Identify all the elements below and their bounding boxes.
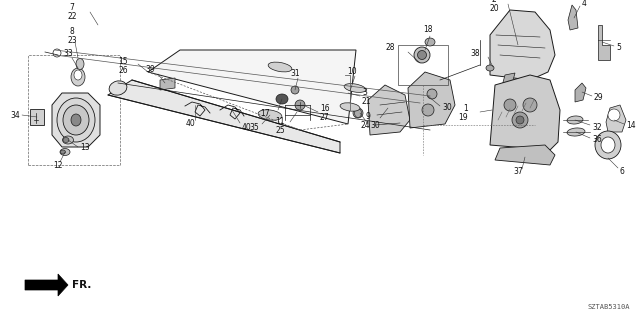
Text: 38: 38: [470, 50, 480, 59]
Polygon shape: [25, 274, 68, 296]
Polygon shape: [160, 78, 175, 90]
Text: 34: 34: [10, 110, 20, 119]
Text: 18: 18: [423, 26, 433, 35]
Text: 36: 36: [592, 135, 602, 145]
Ellipse shape: [340, 103, 360, 111]
Polygon shape: [25, 278, 60, 292]
Text: 9
24: 9 24: [360, 112, 370, 130]
Text: 6: 6: [620, 166, 625, 175]
Text: 28: 28: [385, 44, 395, 52]
Text: 11
25: 11 25: [275, 117, 285, 135]
FancyBboxPatch shape: [30, 109, 44, 125]
Ellipse shape: [595, 131, 621, 159]
Text: 3
21: 3 21: [362, 88, 371, 106]
Polygon shape: [408, 72, 455, 128]
Text: 29: 29: [594, 93, 604, 102]
Polygon shape: [606, 105, 626, 132]
Circle shape: [523, 98, 537, 112]
Text: 37: 37: [513, 167, 523, 177]
Text: 40: 40: [242, 123, 252, 132]
Text: 13: 13: [80, 143, 90, 153]
Ellipse shape: [71, 68, 85, 86]
Text: 8
23: 8 23: [67, 27, 77, 45]
Text: 31: 31: [290, 69, 300, 78]
Ellipse shape: [71, 114, 81, 126]
Text: 4: 4: [582, 0, 587, 7]
Text: 14: 14: [626, 122, 636, 131]
Text: 30: 30: [442, 103, 452, 113]
Text: 33: 33: [63, 49, 73, 58]
Text: 2
20: 2 20: [489, 0, 499, 13]
Bar: [398, 45, 448, 85]
Ellipse shape: [601, 137, 615, 153]
Polygon shape: [490, 10, 555, 80]
Text: FR.: FR.: [72, 280, 92, 290]
Circle shape: [512, 112, 528, 128]
Text: 1
19: 1 19: [458, 104, 468, 122]
Ellipse shape: [76, 59, 84, 69]
Bar: [28, 55, 120, 165]
Circle shape: [422, 104, 434, 116]
Ellipse shape: [63, 136, 74, 144]
Ellipse shape: [268, 62, 292, 72]
Polygon shape: [495, 145, 555, 165]
Ellipse shape: [417, 51, 426, 60]
Ellipse shape: [425, 38, 435, 46]
Text: 30: 30: [370, 122, 380, 131]
Polygon shape: [52, 93, 100, 147]
Circle shape: [295, 100, 305, 110]
Circle shape: [291, 86, 299, 94]
Ellipse shape: [63, 138, 69, 142]
Circle shape: [53, 49, 61, 57]
Text: SZTAB5310A: SZTAB5310A: [588, 304, 630, 310]
Ellipse shape: [258, 110, 282, 120]
Ellipse shape: [486, 65, 494, 71]
Polygon shape: [108, 80, 340, 153]
Ellipse shape: [74, 70, 82, 80]
Circle shape: [504, 99, 516, 111]
Ellipse shape: [109, 81, 127, 95]
Ellipse shape: [344, 84, 366, 92]
Ellipse shape: [276, 94, 288, 104]
Text: 35: 35: [249, 123, 259, 132]
Polygon shape: [490, 75, 560, 150]
Polygon shape: [598, 25, 610, 60]
Text: 12: 12: [53, 161, 63, 170]
Ellipse shape: [61, 150, 65, 154]
Text: 40: 40: [186, 119, 196, 129]
Text: 7
22: 7 22: [67, 3, 77, 21]
Circle shape: [427, 89, 437, 99]
Ellipse shape: [414, 47, 430, 63]
Polygon shape: [502, 73, 515, 86]
Polygon shape: [575, 83, 586, 102]
Text: 10: 10: [347, 68, 357, 76]
Text: 39: 39: [145, 66, 155, 75]
Polygon shape: [568, 5, 578, 30]
Ellipse shape: [567, 116, 583, 124]
Polygon shape: [148, 50, 356, 124]
Circle shape: [353, 108, 363, 118]
Circle shape: [516, 116, 524, 124]
Ellipse shape: [567, 128, 585, 136]
Text: 17: 17: [260, 108, 270, 117]
Ellipse shape: [63, 105, 89, 135]
Text: 32: 32: [592, 123, 602, 132]
Text: 15
26: 15 26: [118, 57, 128, 75]
Text: 5: 5: [616, 43, 621, 52]
Circle shape: [608, 109, 620, 121]
Ellipse shape: [57, 98, 95, 142]
Text: 16
27: 16 27: [320, 104, 330, 122]
Polygon shape: [368, 85, 410, 135]
Ellipse shape: [60, 148, 70, 156]
